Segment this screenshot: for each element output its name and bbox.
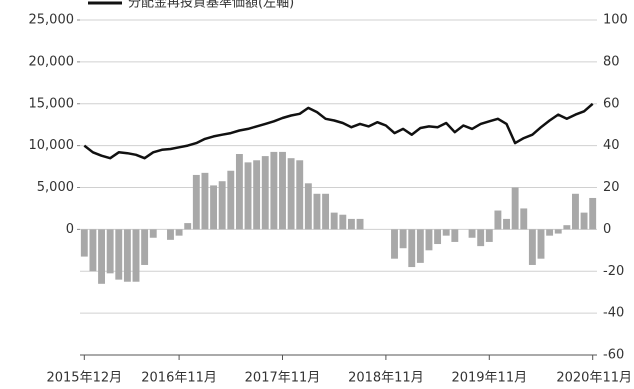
y2-tick-label: 40 [603, 138, 620, 153]
bar [235, 154, 243, 230]
bar [192, 174, 200, 230]
bar [554, 229, 562, 234]
bar [210, 185, 218, 230]
bar [89, 229, 97, 272]
bar [227, 170, 235, 230]
bar [304, 183, 312, 230]
bar [149, 229, 157, 238]
bar [98, 229, 105, 284]
bar [167, 229, 174, 240]
bar [399, 229, 407, 249]
bar [356, 218, 364, 230]
x-tick-label: 2019年11月 [451, 371, 527, 386]
bar [477, 229, 485, 247]
y2-tick-label: 100 [603, 13, 628, 28]
y-tick-label: 10,000 [29, 138, 75, 153]
bar [132, 229, 140, 282]
bar [503, 218, 510, 230]
bar [511, 187, 519, 230]
bar [485, 229, 493, 242]
bar [80, 229, 88, 257]
bar [313, 193, 321, 230]
bar [330, 212, 338, 230]
bar [494, 210, 502, 230]
bar [563, 225, 571, 230]
legend-label: 分配金再投資基準価額(左軸) [128, 0, 294, 11]
bar [106, 229, 114, 274]
bar [175, 229, 183, 236]
bar [572, 193, 579, 230]
bar [451, 229, 459, 242]
bar [123, 229, 131, 282]
y2-tick-label: -60 [603, 348, 624, 363]
bar [218, 181, 226, 230]
bar [442, 229, 450, 236]
bar [270, 151, 278, 230]
y2-tick-label: 0 [603, 222, 611, 237]
y-tick-label: 0 [66, 222, 74, 237]
y2-tick-label: 60 [603, 96, 620, 111]
y2-tick-label: -40 [603, 306, 624, 321]
y2-tick-label: 80 [603, 54, 620, 69]
y2-tick-label: -20 [603, 264, 624, 279]
bar [347, 218, 355, 230]
bar [520, 208, 528, 230]
y-tick-label: 20,000 [29, 54, 75, 69]
bar [546, 229, 554, 236]
x-tick-label: 2017年11月 [245, 371, 321, 386]
bar [279, 151, 286, 230]
bar [468, 229, 476, 238]
x-tick-label: 2016年11月 [141, 371, 217, 386]
bar [434, 229, 442, 245]
bar [141, 229, 149, 265]
x-tick-label: 2018年11月 [348, 371, 424, 386]
bar [201, 172, 209, 230]
y-tick-label: 5,000 [37, 180, 74, 195]
x-tick-label: 2015年12月 [46, 371, 122, 386]
y-tick-label: 25,000 [29, 13, 75, 28]
bar [261, 156, 269, 230]
bar [425, 229, 433, 251]
bar [580, 212, 588, 230]
y-tick-label: 15,000 [29, 96, 75, 111]
bar [416, 229, 424, 263]
bar [244, 162, 252, 230]
bar [253, 160, 261, 230]
bar [528, 229, 536, 265]
bar [339, 214, 347, 230]
line [83, 102, 594, 160]
bar [408, 229, 416, 268]
bar [537, 229, 545, 259]
x-tick-label: 2020年11月 [556, 371, 632, 386]
bar [184, 223, 192, 230]
bar [322, 193, 330, 230]
bar [589, 197, 597, 230]
y2-tick-label: 20 [603, 180, 620, 195]
bar [287, 158, 295, 230]
bar [115, 229, 123, 280]
bar [391, 229, 398, 259]
bar [296, 160, 304, 230]
